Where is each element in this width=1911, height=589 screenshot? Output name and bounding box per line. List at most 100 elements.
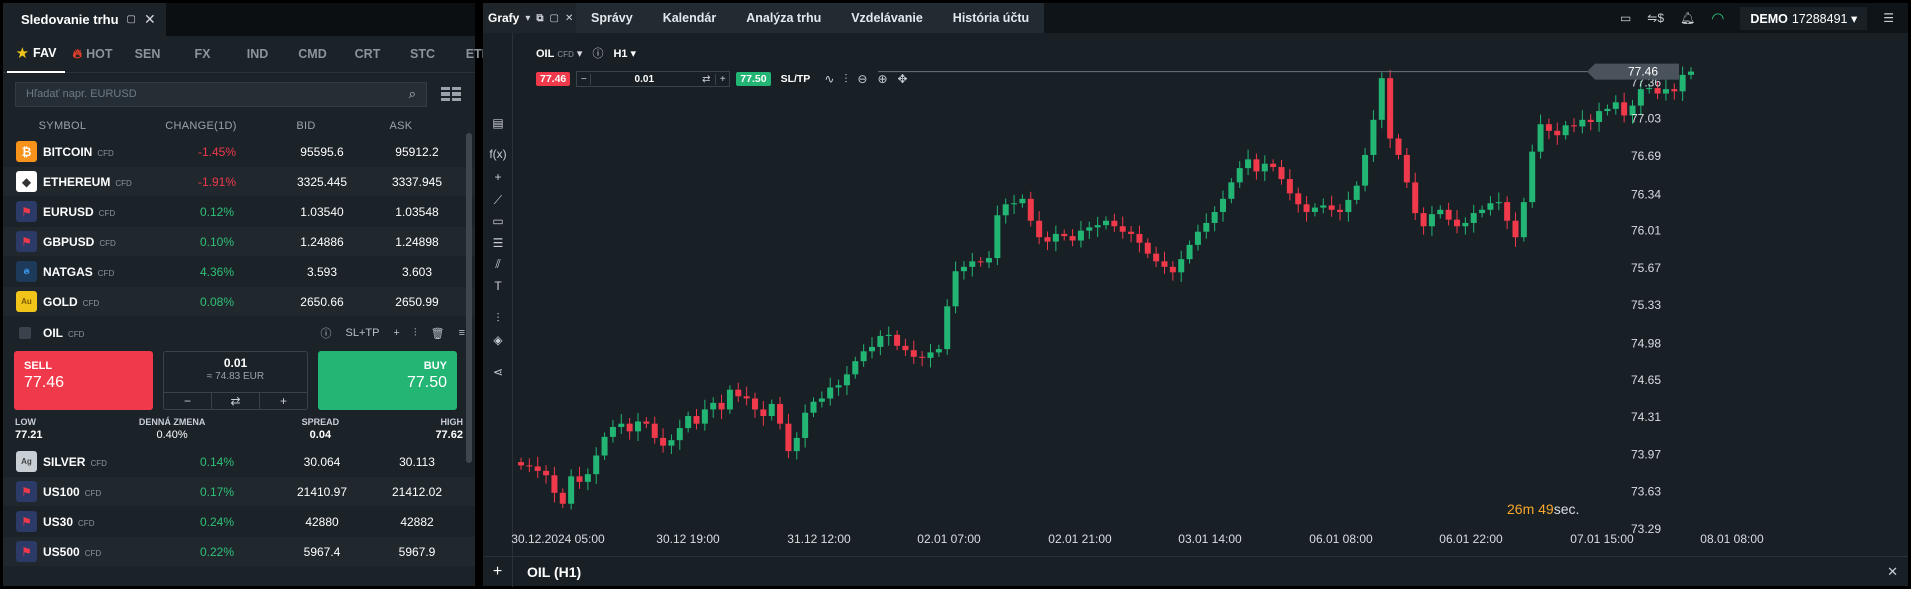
tab-news[interactable]: Správy — [591, 11, 633, 25]
watchlist-tab[interactable]: Sledovanie trhu ▢ ✕ — [3, 3, 166, 36]
instrument-bid[interactable]: 2650.66 — [300, 294, 344, 309]
chart-sltp-button[interactable]: SL/TP — [780, 73, 811, 85]
chart-volume-value[interactable]: 0.01 — [634, 73, 655, 85]
volume-value[interactable]: 0.01 — [223, 355, 248, 370]
chart-decrease-button[interactable]: − — [577, 73, 592, 85]
fibonacci-icon[interactable]: ☰ — [492, 236, 504, 250]
instrument-ask[interactable]: 42882 — [400, 514, 434, 529]
sltp-toggle[interactable]: SL+TP — [345, 327, 380, 339]
add-icon[interactable]: + — [393, 327, 400, 339]
instrument-row[interactable]: ⚑ GBPUSD CFD 0.10% 1.24886 1.24898 — [3, 227, 475, 257]
instrument-bid[interactable]: 42880 — [305, 514, 339, 529]
dropdown-caret-icon[interactable]: ▾ — [525, 12, 531, 24]
close-icon[interactable]: ✕ — [564, 12, 574, 24]
tab-crt[interactable]: CRT — [354, 47, 381, 61]
charts-tab[interactable]: Grafy ▾ ⧉ ▢ ✕ — [483, 3, 576, 33]
instrument-row[interactable]: Au GOLD CFD 0.08% 2650.66 2650.99 — [3, 287, 475, 317]
chart-swap-icon[interactable]: ⇄ — [702, 73, 711, 85]
info-icon[interactable]: ⓘ — [592, 48, 604, 60]
tab-sen[interactable]: SEN — [134, 47, 161, 61]
instrument-ask[interactable]: 5967.9 — [398, 544, 436, 559]
instrument-ask[interactable]: 21412.02 — [391, 484, 443, 499]
indicators-icon[interactable]: f(x) — [489, 147, 507, 161]
chart-symbol-selector[interactable]: OIL CFD ▾ — [536, 47, 583, 60]
instrument-bid[interactable]: 21410.97 — [296, 484, 348, 499]
tab-ind[interactable]: IND — [246, 47, 269, 61]
text-tool-icon[interactable]: T — [494, 279, 502, 293]
move-icon[interactable]: ✥ — [897, 71, 908, 86]
line-tool-icon[interactable]: ⟋ — [493, 193, 503, 207]
zoom-in-icon[interactable]: ⊕ — [877, 71, 888, 86]
search-icon[interactable]: ⌕ — [408, 86, 416, 101]
tab-hot[interactable]: 🔥︎ HOT — [72, 46, 113, 61]
tab-market-analysis[interactable]: Analýza trhu — [746, 11, 822, 25]
instrument-bid[interactable]: 1.03540 — [300, 204, 344, 219]
tab-fx[interactable]: FX — [194, 47, 211, 61]
instrument-row[interactable]: ₿ BITCOIN CFD -1.45% 95595.6 95912.2 — [3, 137, 475, 167]
instrument-row[interactable]: ⚑ EURUSD CFD 0.12% 1.03540 1.03548 — [3, 197, 475, 227]
instrument-ask[interactable]: 95912.2 — [395, 144, 439, 159]
layout-icon[interactable]: ▭ — [1619, 11, 1632, 25]
info-icon[interactable]: ⓘ — [320, 328, 332, 340]
instrument-ask[interactable]: 2650.99 — [395, 294, 439, 309]
pitchfork-icon[interactable]: ⫽ — [495, 257, 501, 271]
maximize-icon[interactable]: ▢ — [126, 14, 136, 25]
zoom-out-icon[interactable]: ⊖ — [857, 71, 868, 86]
instrument-row[interactable]: ◆ ETHEREUM CFD -1.91% 3325.445 3337.945 — [3, 167, 475, 197]
instrument-bid[interactable]: 1.24886 — [300, 234, 344, 249]
col-ask[interactable]: ASK — [389, 120, 413, 132]
trash-icon[interactable]: 🗑︎ — [430, 327, 445, 340]
instrument-bid[interactable]: 30.064 — [303, 454, 341, 469]
bell-icon[interactable]: 🔔︎ — [1680, 11, 1696, 25]
menu-icon[interactable]: ☰ — [1883, 11, 1894, 25]
increase-button[interactable]: + — [279, 393, 287, 408]
instrument-row[interactable]: ⚑ US500 CFD 0.22% 5967.4 5967.9 — [3, 537, 475, 567]
swap-icon[interactable]: ⇄ — [212, 392, 260, 409]
selected-header[interactable]: OIL CFD ⓘ SL+TP + ⫶ 🗑︎ ≡ — [3, 317, 475, 349]
chart-buy-button[interactable]: 77.50 — [736, 72, 771, 86]
chart-increase-button[interactable]: + — [715, 73, 729, 85]
chart-volume-stepper[interactable]: − 0.01 ⇄ + — [576, 71, 731, 87]
instrument-ask[interactable]: 1.24898 — [395, 234, 439, 249]
add-to-list-icon[interactable]: ≡ — [458, 327, 465, 339]
line-chart-icon[interactable]: ∿ — [824, 71, 835, 86]
grid-view-icon[interactable] — [441, 87, 461, 101]
search-input[interactable]: Hľadať napr. EURUSD ⌕ — [15, 81, 427, 107]
add-chart-button[interactable]: + — [483, 556, 513, 587]
instrument-ask[interactable]: 3337.945 — [391, 174, 443, 189]
chart-type-icon[interactable]: ▤ — [492, 116, 504, 130]
account-selector[interactable]: DEMO 17288491 ▾ — [1740, 6, 1868, 30]
crosshair-icon[interactable]: + — [494, 170, 502, 184]
tab-stc[interactable]: STC — [410, 47, 435, 61]
instrument-bid[interactable]: 95595.6 — [300, 144, 344, 159]
close-icon[interactable]: ✕ — [143, 11, 156, 27]
instrument-ask[interactable]: 1.03548 — [395, 204, 439, 219]
timeframe-selector[interactable]: H1 ▾ — [613, 47, 637, 60]
popout-icon[interactable]: ⧉ — [536, 12, 544, 24]
buy-button[interactable]: BUY 77.50 — [318, 350, 457, 410]
price-chart[interactable]: 77.3677.0376.6976.3476.0175.6775.3374.98… — [483, 3, 1908, 556]
rectangle-tool-icon[interactable]: ▭ — [492, 214, 504, 228]
instrument-bid[interactable]: 3.593 — [306, 264, 338, 279]
chart-icon[interactable]: ⫶ — [413, 326, 417, 339]
measure-icon[interactable]: ⫶ — [496, 311, 500, 325]
chart-sell-button[interactable]: 77.46 — [536, 72, 571, 86]
instrument-row[interactable]: ⚑ US30 CFD 0.24% 42880 42882 — [3, 507, 475, 537]
col-bid[interactable]: BID — [296, 120, 316, 132]
tab-calendar[interactable]: Kalendár — [662, 11, 717, 25]
indicator-icon[interactable]: ⫶ — [844, 71, 848, 86]
layers-icon[interactable]: ◈ — [493, 333, 503, 347]
close-chart-icon[interactable]: ✕ — [1887, 563, 1898, 579]
instrument-ask[interactable]: 3.603 — [401, 264, 433, 279]
col-change[interactable]: CHANGE(1D) — [165, 120, 237, 132]
share-icon[interactable]: ⋖ — [492, 365, 504, 379]
col-symbol[interactable]: SYMBOL — [38, 120, 87, 132]
tab-fav[interactable]: ★ FAV — [7, 36, 65, 73]
instrument-bid[interactable]: 3325.445 — [296, 174, 348, 189]
instrument-bid[interactable]: 5967.4 — [303, 544, 341, 559]
instrument-row[interactable]: ⚑ US100 CFD 0.17% 21410.97 21412.02 — [3, 477, 475, 507]
currency-icon[interactable]: ⇋$ — [1647, 11, 1665, 25]
tab-education[interactable]: Vzdelávanie — [851, 11, 923, 25]
sell-button[interactable]: SELL 77.46 — [14, 350, 153, 410]
tab-cmd[interactable]: CMD — [298, 47, 327, 61]
